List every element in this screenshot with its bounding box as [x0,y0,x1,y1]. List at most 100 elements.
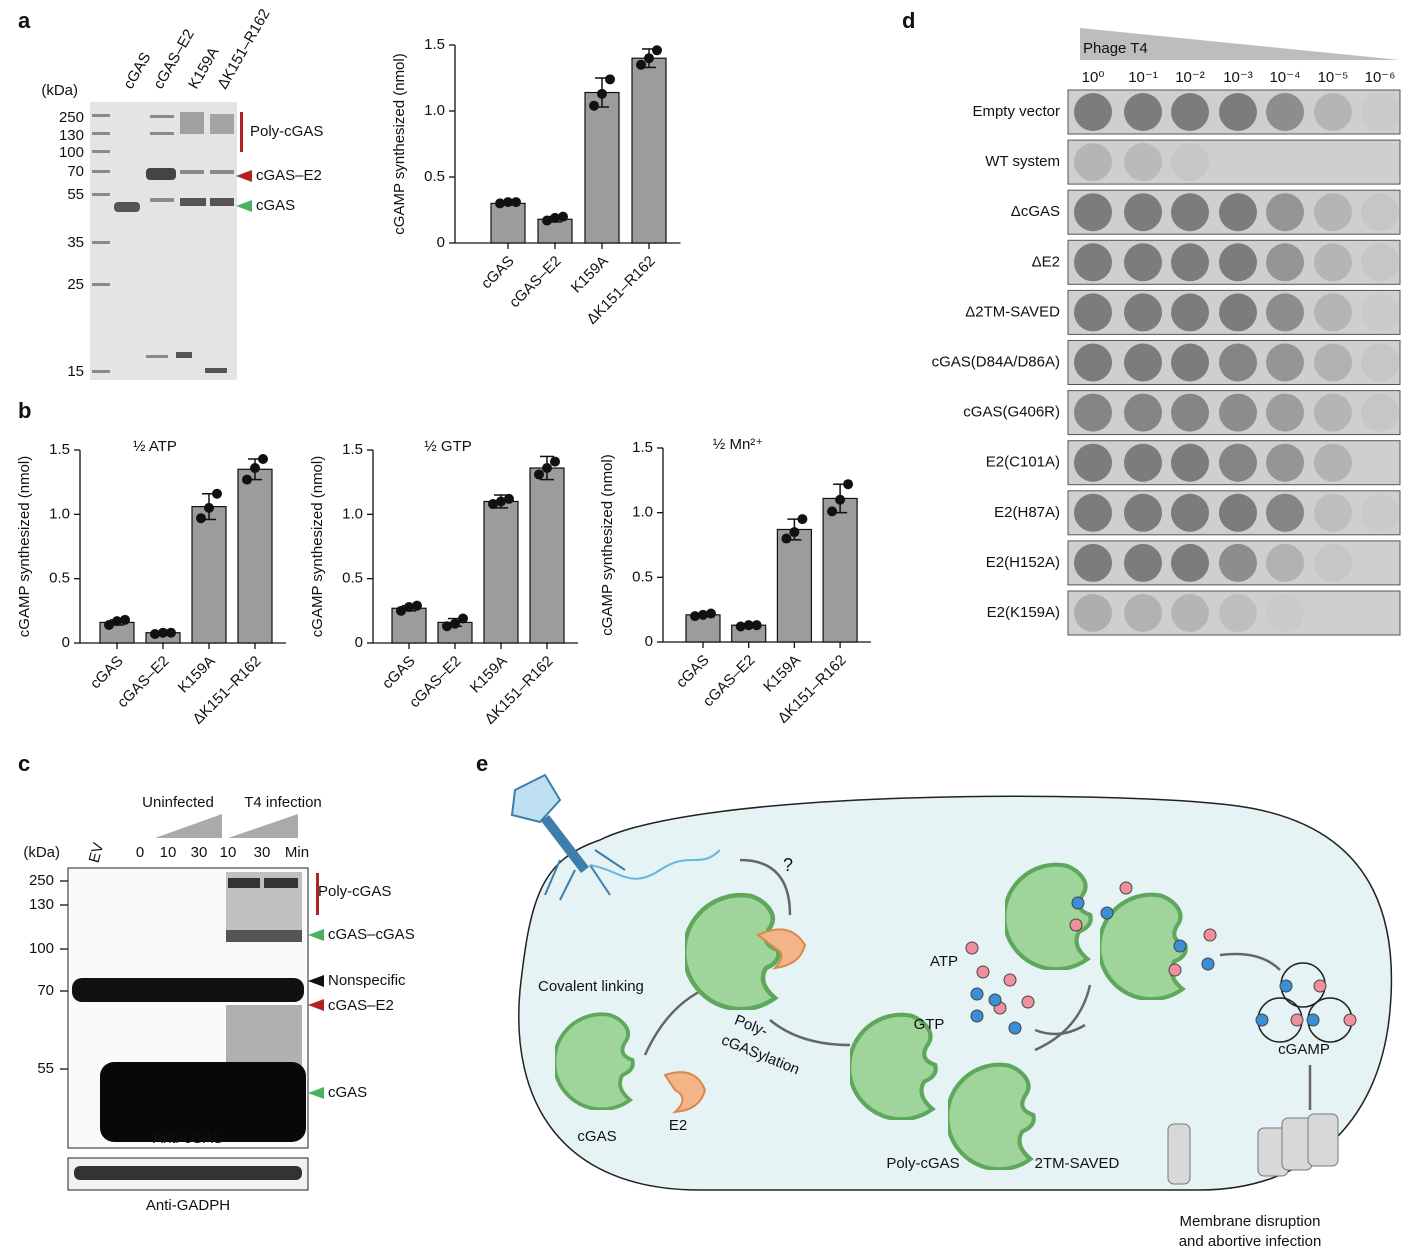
label: cGAMP [1278,1041,1330,1058]
dilution-label: 10⁻⁶ [1365,69,1396,86]
chart-title: ½ Mn²⁺ [713,436,763,453]
plaque-spot [1219,594,1257,632]
lane-label: cGAS [120,50,154,92]
data-point [743,620,754,631]
plaque-spot [1124,443,1162,482]
plaque-spot [1074,243,1112,282]
band [74,1166,302,1180]
bracket [316,873,319,915]
data-point [735,621,746,632]
gel-c [67,814,324,1191]
plaque-spot [1124,193,1162,232]
data-point [450,618,460,629]
plaque-spot [1266,493,1304,532]
cgas [555,1012,635,1110]
blot-label: Anti-GADPH [146,1197,230,1214]
plate-strip [1067,590,1401,636]
plaque-spot [1266,543,1304,582]
lane-label: 10 [160,844,177,861]
plaque-spot [1074,493,1112,532]
phage-legs [544,849,626,901]
dilution-label: 10⁻⁴ [1269,69,1300,86]
label: E2 [669,1117,687,1134]
annotation: cGAS–E2 [256,167,322,184]
phage-head [510,773,562,824]
row-label: E2(H152A) [986,554,1060,571]
ladder-label: 100 [29,940,54,957]
plaque-spot [1171,594,1209,632]
plaque-spot [1219,543,1257,582]
plaque-spot [1219,293,1257,332]
y-axis-label: cGAMP synthesized (nmol) [16,456,33,637]
data-point [542,215,552,226]
plaque-spot [1171,443,1209,482]
plaque-spot [1219,93,1257,131]
y-tick-label: 0 [437,234,445,251]
data-point [698,609,708,620]
plaque-spot [1171,243,1209,282]
chart-title: ½ ATP [133,438,177,455]
x-tick-label: cGAS [478,253,518,293]
gradient [155,814,222,838]
x-tick-label: cGAS [87,653,127,693]
bar [191,506,227,644]
y-tick-label: 1.0 [632,504,653,521]
y-tick-label: 1.0 [342,505,363,522]
arrow [1034,1023,1086,1036]
plaque-spot [1171,343,1209,382]
data-point [597,88,607,99]
plaque-spot [1219,343,1257,382]
ladder-label: 250 [29,872,54,889]
plaque-spot [1266,293,1304,332]
lane-label: 30 [191,844,208,861]
data-point [827,506,838,517]
dilution-label: 10⁻¹ [1128,69,1158,86]
data-point [104,619,114,630]
data-point [690,611,700,622]
row-label: WT system [985,153,1060,170]
y-tick-label: 0 [355,634,363,651]
x-tick-label: cGAS [379,653,419,693]
plaque-spot [1124,594,1162,632]
group-label: T4 infection [244,794,322,811]
unit: (kDa) [23,844,60,861]
bands [72,872,306,1142]
bar [490,202,526,244]
lane-label: EV [86,841,108,865]
data-point [835,494,846,505]
row-label: ΔcGAS [1011,203,1060,220]
arrow [308,999,324,1011]
cgamp-balls [1255,979,1357,1027]
lane-label: ΔK151–R162 [214,6,273,92]
plaque-spot [1361,243,1399,282]
phage-label: Phage T4 [1083,40,1148,57]
y-axis-label: cGAMP synthesized (nmol) [309,456,326,637]
arrow [739,858,792,916]
blot-label: Anti-cGAS [153,1130,223,1147]
data-point [258,454,268,465]
data-point [442,621,452,632]
data-point [196,513,206,524]
row-label: E2(C101A) [986,454,1060,471]
saved-channel [1167,1113,1339,1185]
data-point [112,616,122,627]
arrow [1219,952,1281,971]
cgas [1004,865,1090,970]
e2 [663,1071,707,1114]
panel-letter: e [476,751,488,776]
data-point [120,614,130,625]
plaque-spot [1266,443,1304,482]
y-tick-label: 0 [645,633,653,650]
ladder-label: 100 [59,144,84,161]
label: cGAS [577,1128,616,1145]
dilution-label: 10⁻³ [1223,69,1253,86]
plaque-spot [1171,193,1209,232]
y-tick-label: 1.0 [424,102,445,119]
ladder-label: 250 [59,109,84,126]
e2 [756,928,807,970]
plaque-spot [1171,143,1209,182]
y-tick-label: 0 [62,634,70,651]
bar [237,468,273,644]
plaque-spot [1266,594,1304,632]
annotation: Nonspecific [328,972,406,989]
